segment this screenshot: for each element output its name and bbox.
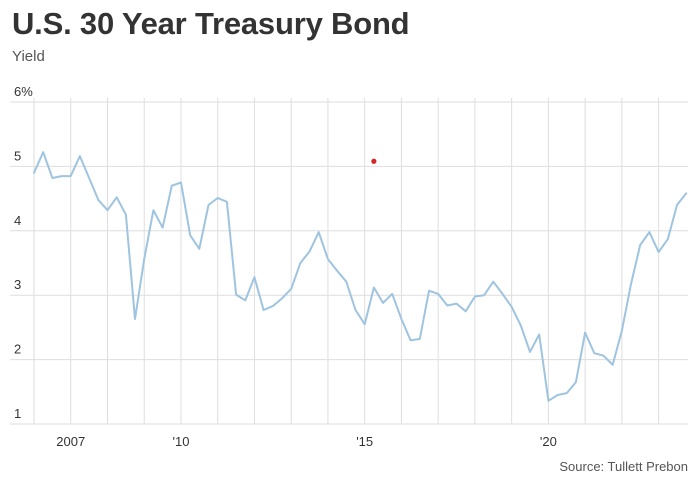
y-tick-label: 3 bbox=[14, 277, 21, 292]
y-axis-ticks: 6% 5 4 3 2 1 bbox=[14, 84, 33, 421]
series-line bbox=[33, 151, 688, 402]
marker-dot bbox=[371, 158, 377, 164]
y-axis-label: Yield bbox=[12, 48, 45, 65]
y-tick-label: 1 bbox=[14, 406, 21, 421]
source-note: Source: Tullett Prebon bbox=[559, 459, 688, 474]
x-tick-label: 2007 bbox=[56, 434, 85, 449]
y-tick-label: 4 bbox=[14, 213, 21, 228]
chart-title: U.S. 30 Year Treasury Bond bbox=[12, 6, 410, 41]
x-tick-label: '20 bbox=[540, 434, 557, 449]
series-layer bbox=[33, 151, 688, 402]
y-tick-label: 6% bbox=[14, 84, 33, 99]
x-axis-ticks: 2007 '10 '15 '20 bbox=[56, 434, 557, 449]
x-tick-label: '15 bbox=[356, 434, 373, 449]
y-tick-label: 2 bbox=[14, 342, 21, 357]
grid bbox=[10, 98, 688, 425]
x-tick-label: '10 bbox=[172, 434, 189, 449]
y-tick-label: 5 bbox=[14, 148, 21, 163]
